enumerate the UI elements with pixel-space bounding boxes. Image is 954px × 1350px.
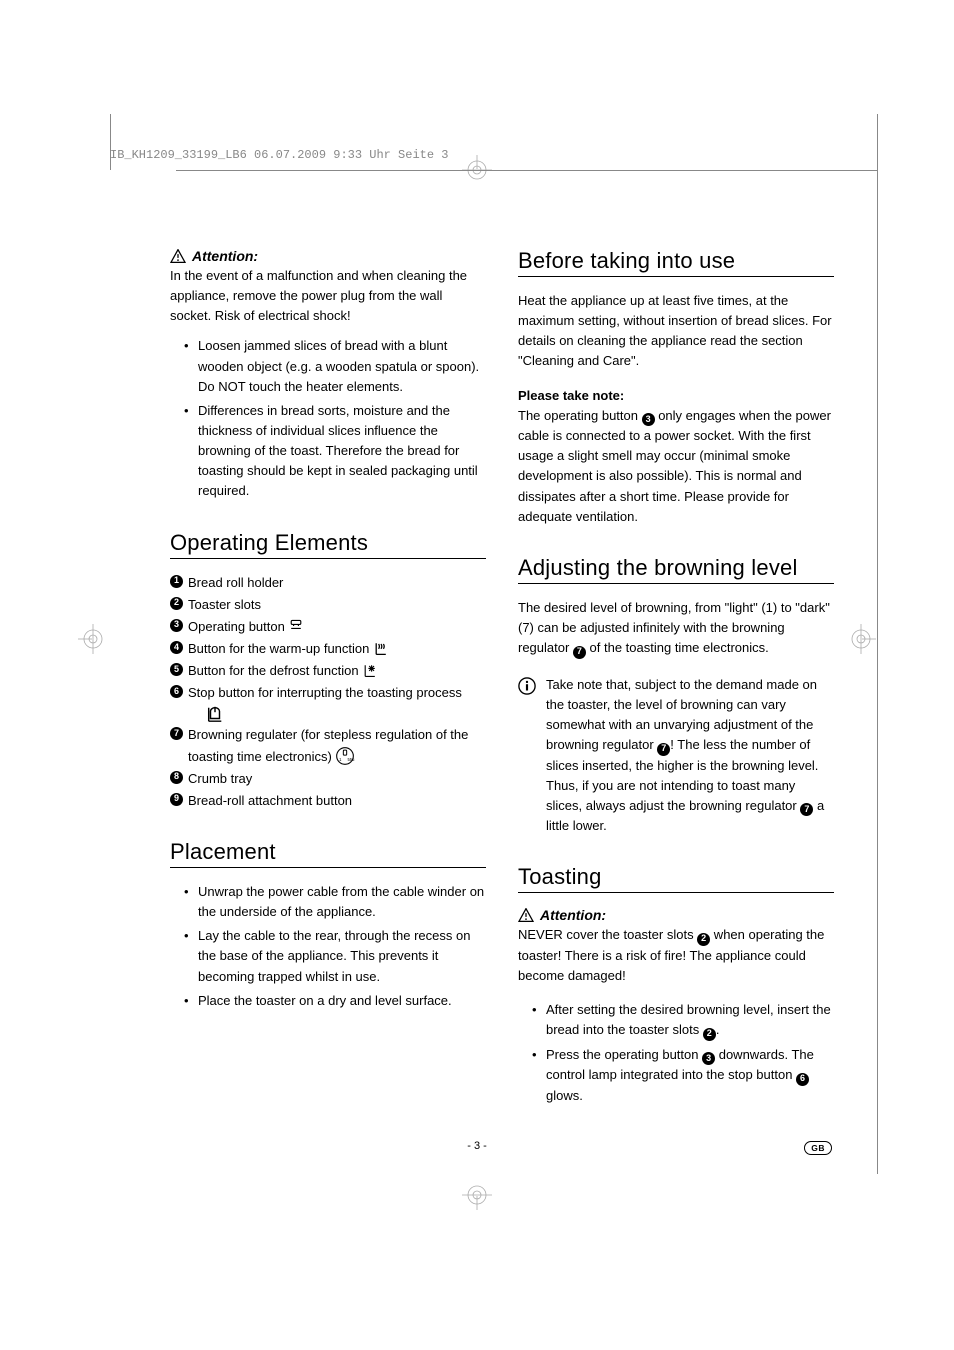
placement-item: Lay the cable to the rear, through the r… [170,926,486,986]
left-column: Attention: In the event of a malfunction… [170,248,486,1142]
attention-heading: Attention: [518,907,834,923]
attention-label: Attention: [192,248,258,264]
element-item: Stop button for interrupting the toastin… [170,683,486,723]
toasting-step: After setting the desired browning level… [518,1000,834,1041]
svg-text:1: 1 [340,757,343,762]
heading-operating-elements: Operating Elements [170,530,486,559]
heading-placement: Placement [170,839,486,868]
element-item: Crumb tray [170,769,486,789]
tips-list: Loosen jammed slices of bread with a blu… [170,336,486,501]
tip-item: Loosen jammed slices of bread with a blu… [170,336,486,396]
info-text: Take note that, subject to the demand ma… [546,675,834,837]
language-badge: GB [804,1141,832,1155]
element-item: Toaster slots [170,595,486,615]
ref-3-icon: 3 [702,1052,715,1065]
operating-elements-list: Bread roll holder Toaster slots Operatin… [170,573,486,811]
toasting-steps: After setting the desired browning level… [518,1000,834,1106]
placement-item: Unwrap the power cable from the cable wi… [170,882,486,922]
element-item: Bread roll holder [170,573,486,593]
placement-list: Unwrap the power cable from the cable wi… [170,882,486,1011]
placement-item: Place the toaster on a dry and level sur… [170,991,486,1011]
warning-icon [170,249,186,263]
browning-dial-icon: 1555 [335,746,355,766]
ref-7-icon: 7 [573,646,586,659]
warning-icon [518,908,534,922]
tip-item: Differences in bread sorts, moisture and… [170,401,486,502]
crop-mark-bottom [462,1180,492,1210]
element-item: Bread-roll attachment button [170,791,486,811]
attention2-text: NEVER cover the toaster slots 2 when ope… [518,925,834,986]
stop-icon [206,705,224,723]
ref-2-icon: 2 [697,933,710,946]
page-number: - 3 - [467,1140,487,1152]
please-take-note: Please take note: [518,386,834,406]
heading-adjusting: Adjusting the browning level [518,555,834,584]
crop-mark-right [846,624,876,654]
element-item: Operating button [170,617,486,637]
element-item: Browning regulater (for stepless regulat… [170,725,486,766]
info-icon [518,677,536,695]
right-column: Before taking into use Heat the applianc… [518,248,834,1142]
trim-line [176,170,878,171]
adjust-text: The desired level of browning, from "lig… [518,598,834,659]
trim-line [110,114,111,170]
ref-2-icon: 2 [703,1028,716,1041]
attention-heading: Attention: [170,248,486,264]
operating-button-icon [288,618,304,634]
ref-3-icon: 3 [642,413,655,426]
ref-7-icon: 7 [657,743,670,756]
defrost-icon [362,662,378,678]
heading-before-use: Before taking into use [518,248,834,277]
warmup-icon [373,640,389,656]
attention-text: In the event of a malfunction and when c… [170,266,486,326]
crop-mark-left [78,624,108,654]
toasting-step: Press the operating button 3 downwards. … [518,1045,834,1106]
element-item: Button for the warm-up function [170,639,486,659]
heading-toasting: Toasting [518,864,834,893]
info-block: Take note that, subject to the demand ma… [518,675,834,837]
ref-7-icon: 7 [800,803,813,816]
before-use-text: Heat the appliance up at least five time… [518,291,834,372]
note-text: The operating button 3 only engages when… [518,406,834,527]
ref-6-icon: 6 [796,1073,809,1086]
element-item: Button for the defrost function [170,661,486,681]
trim-line [877,114,878,1174]
svg-text:555: 555 [348,757,356,762]
page-body: Attention: In the event of a malfunction… [170,248,834,1142]
attention-label: Attention: [540,907,606,923]
print-header: IB_KH1209_33199_LB6 06.07.2009 9:33 Uhr … [110,148,448,162]
